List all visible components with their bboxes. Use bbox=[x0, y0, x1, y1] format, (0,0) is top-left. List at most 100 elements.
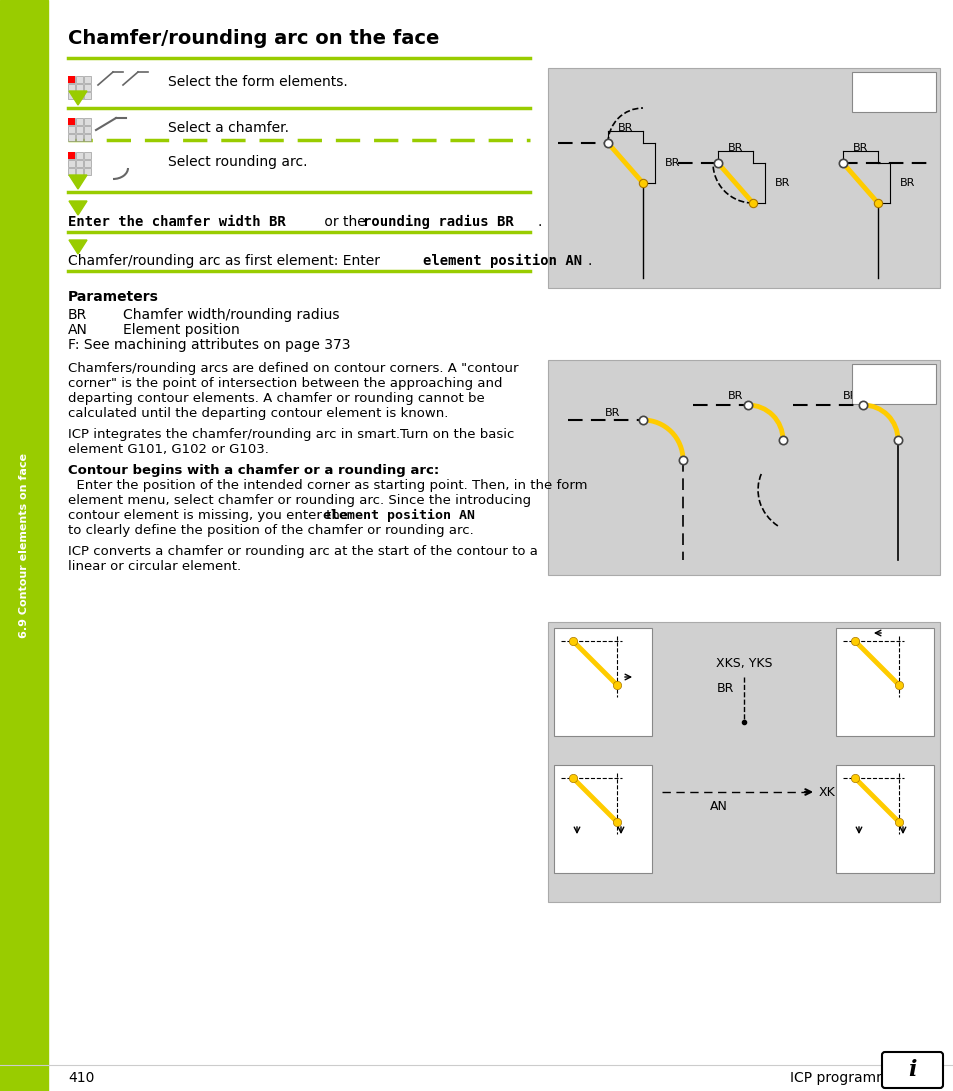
Text: BR: BR bbox=[727, 391, 743, 401]
Text: element position AN: element position AN bbox=[422, 254, 581, 268]
Bar bbox=[76, 125, 83, 133]
Bar bbox=[76, 92, 83, 99]
Text: AN=0°: AN=0° bbox=[558, 633, 598, 643]
Bar bbox=[547, 622, 939, 902]
Text: BR: BR bbox=[842, 391, 858, 401]
Bar bbox=[84, 92, 91, 99]
Bar bbox=[68, 84, 75, 91]
Text: Select the form elements.: Select the form elements. bbox=[168, 75, 348, 89]
Text: ▶▶▶: ▶▶▶ bbox=[875, 386, 890, 395]
Text: contour element is missing, you enter the: contour element is missing, you enter th… bbox=[68, 509, 348, 521]
Text: i: i bbox=[907, 1059, 915, 1081]
Text: ICP converts a chamfer or rounding arc at the start of the contour to a: ICP converts a chamfer or rounding arc a… bbox=[68, 546, 537, 558]
Text: Parameters: Parameters bbox=[68, 290, 159, 304]
Text: Chamfers/rounding arcs are defined on contour corners. A "contour: Chamfers/rounding arcs are defined on co… bbox=[68, 362, 518, 375]
Bar bbox=[84, 160, 91, 167]
Text: BR: BR bbox=[604, 408, 620, 418]
Bar bbox=[68, 134, 75, 141]
Text: BR: BR bbox=[664, 158, 679, 168]
Text: corner" is the point of intersection between the approaching and: corner" is the point of intersection bet… bbox=[68, 377, 502, 389]
Text: F: F bbox=[857, 94, 865, 108]
Bar bbox=[84, 118, 91, 125]
Text: BR: BR bbox=[68, 308, 87, 322]
Bar bbox=[76, 76, 83, 83]
Bar bbox=[76, 118, 83, 125]
Text: element G101, G102 or G103.: element G101, G102 or G103. bbox=[68, 443, 269, 456]
Text: ▾▾▾: ▾▾▾ bbox=[859, 82, 877, 92]
Text: calculated until the departing contour element is known.: calculated until the departing contour e… bbox=[68, 407, 448, 420]
Bar bbox=[84, 168, 91, 175]
Bar bbox=[547, 68, 939, 288]
Bar bbox=[84, 125, 91, 133]
Text: Chamfer width/rounding radius: Chamfer width/rounding radius bbox=[123, 308, 339, 322]
FancyBboxPatch shape bbox=[882, 1052, 942, 1088]
Bar bbox=[68, 160, 75, 167]
Text: element menu, select chamfer or rounding arc. Since the introducing: element menu, select chamfer or rounding… bbox=[68, 494, 531, 507]
Text: AN=180°: AN=180° bbox=[840, 633, 895, 643]
Text: BR: BR bbox=[716, 683, 733, 695]
Text: AN=90°: AN=90° bbox=[558, 770, 605, 780]
Text: Chamfer/rounding arc on the face: Chamfer/rounding arc on the face bbox=[68, 28, 439, 48]
Text: BR: BR bbox=[618, 123, 633, 133]
Text: linear or circular element.: linear or circular element. bbox=[68, 560, 241, 573]
Text: .: . bbox=[537, 215, 542, 229]
Bar bbox=[76, 168, 83, 175]
Text: Select a chamfer.: Select a chamfer. bbox=[168, 121, 289, 135]
Text: .: . bbox=[587, 254, 592, 268]
Bar bbox=[84, 134, 91, 141]
Text: F: F bbox=[857, 386, 865, 400]
Text: ▾▾▾: ▾▾▾ bbox=[859, 374, 877, 384]
Polygon shape bbox=[69, 91, 87, 105]
Bar bbox=[547, 360, 939, 575]
Bar bbox=[835, 628, 933, 736]
Bar bbox=[0, 0, 48, 1091]
Polygon shape bbox=[69, 201, 87, 215]
Text: or the: or the bbox=[319, 215, 370, 229]
Bar bbox=[68, 125, 75, 133]
Text: 410: 410 bbox=[68, 1071, 94, 1086]
Bar bbox=[84, 84, 91, 91]
Bar bbox=[68, 92, 75, 99]
Bar bbox=[554, 765, 651, 873]
Bar bbox=[68, 152, 75, 159]
Text: BR: BR bbox=[727, 143, 742, 153]
Text: Contour begins with a chamfer or a rounding arc:: Contour begins with a chamfer or a round… bbox=[68, 464, 438, 477]
Text: ▶▶▶: ▶▶▶ bbox=[875, 94, 890, 103]
Bar bbox=[554, 628, 651, 736]
Polygon shape bbox=[69, 175, 87, 189]
Text: element position AN: element position AN bbox=[323, 509, 475, 523]
Text: Element position: Element position bbox=[123, 323, 239, 337]
Bar bbox=[68, 118, 75, 125]
Text: ICP programming: ICP programming bbox=[789, 1071, 910, 1086]
Bar bbox=[84, 152, 91, 159]
Text: BR: BR bbox=[852, 143, 867, 153]
Text: AN: AN bbox=[68, 323, 88, 337]
Text: to clearly define the position of the chamfer or rounding arc.: to clearly define the position of the ch… bbox=[68, 524, 474, 537]
Text: Chamfer/rounding arc as first element: Enter: Chamfer/rounding arc as first element: E… bbox=[68, 254, 384, 268]
Text: XKS, YKS: XKS, YKS bbox=[715, 657, 771, 670]
Bar bbox=[851, 72, 935, 112]
Text: AN=270°: AN=270° bbox=[840, 770, 895, 780]
Text: rounding radius BR: rounding radius BR bbox=[363, 215, 514, 229]
Bar bbox=[835, 765, 933, 873]
Bar bbox=[76, 152, 83, 159]
Text: BR: BR bbox=[899, 178, 915, 188]
Text: XK: XK bbox=[818, 786, 835, 799]
Text: F: See machining attributes on page 373: F: See machining attributes on page 373 bbox=[68, 338, 350, 352]
Bar bbox=[68, 168, 75, 175]
Text: AN: AN bbox=[709, 800, 727, 813]
Bar bbox=[68, 76, 75, 83]
Text: BR: BR bbox=[774, 178, 789, 188]
Text: ICP integrates the chamfer/rounding arc in smart.Turn on the basic: ICP integrates the chamfer/rounding arc … bbox=[68, 428, 514, 441]
Text: Enter the position of the intended corner as starting point. Then, in the form: Enter the position of the intended corne… bbox=[68, 479, 587, 492]
Text: Enter the chamfer width BR: Enter the chamfer width BR bbox=[68, 215, 286, 229]
Polygon shape bbox=[69, 240, 87, 254]
Bar bbox=[76, 84, 83, 91]
Text: Select rounding arc.: Select rounding arc. bbox=[168, 155, 307, 169]
Bar bbox=[76, 134, 83, 141]
Bar bbox=[68, 152, 75, 159]
Bar bbox=[68, 76, 75, 83]
Bar bbox=[68, 118, 75, 125]
Text: 6.9 Contour elements on face: 6.9 Contour elements on face bbox=[19, 453, 29, 637]
Bar bbox=[76, 160, 83, 167]
